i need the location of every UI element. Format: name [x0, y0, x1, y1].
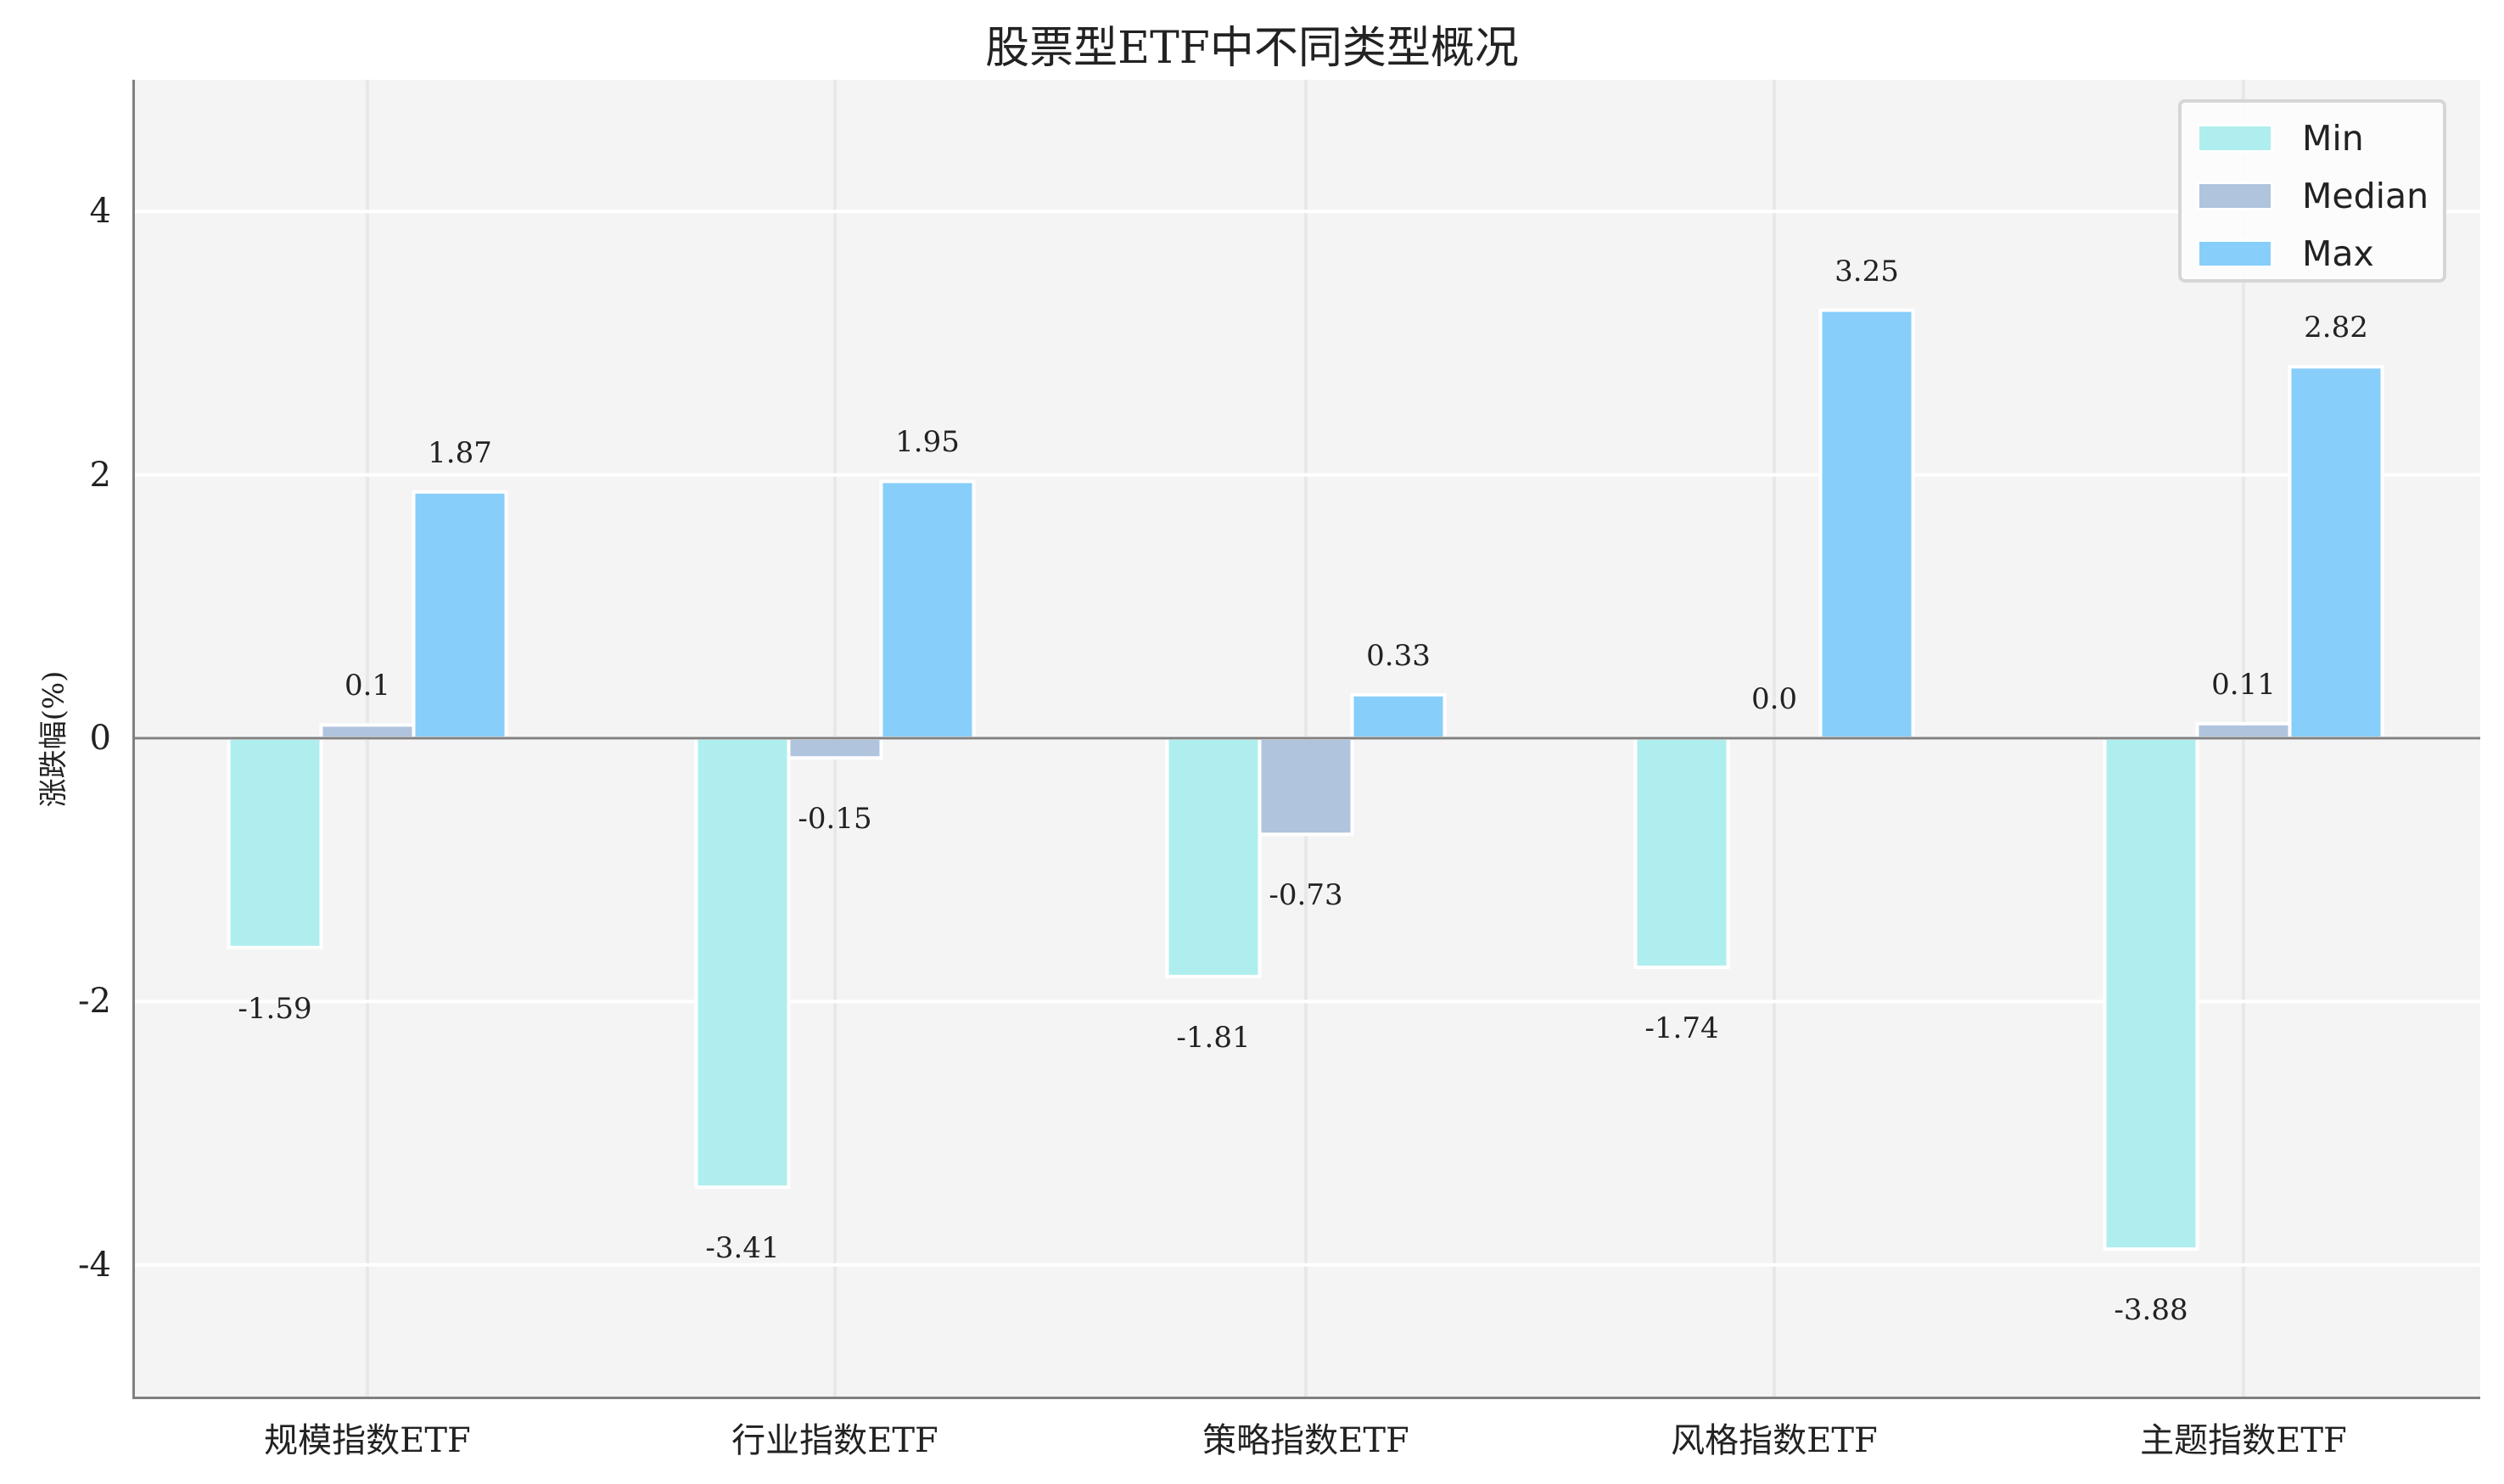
- legend-item-max: Max: [2197, 233, 2374, 274]
- bar-min: [1165, 736, 1262, 978]
- value-label: -3.41: [705, 1231, 780, 1266]
- y-tick-label: -4: [78, 1245, 111, 1285]
- legend-swatch-min: [2197, 124, 2273, 153]
- bar-median: [1258, 736, 1354, 837]
- legend-item-median: Median: [2197, 176, 2429, 216]
- value-label: 1.95: [895, 425, 960, 460]
- value-label: 0.33: [1366, 638, 1431, 673]
- bar-min: [694, 736, 791, 1190]
- bar-median: [2195, 721, 2292, 740]
- value-label: -3.88: [2114, 1293, 2188, 1328]
- legend-label-median: Median: [2302, 176, 2429, 216]
- value-label: -0.73: [1269, 878, 1343, 913]
- bar-min: [1633, 736, 1730, 970]
- y-tick-label: -2: [78, 982, 111, 1022]
- bar-median: [319, 723, 416, 740]
- value-label: 0.1: [344, 669, 391, 703]
- y-tick-label: 0: [89, 719, 111, 758]
- x-tick-label: 策略指数ETF: [1202, 1421, 1409, 1460]
- value-label: -0.15: [798, 802, 872, 837]
- bars-layer: [135, 80, 2480, 1397]
- y-tick-label: 2: [89, 455, 111, 495]
- value-label: 3.25: [1835, 254, 1899, 288]
- value-label: -1.81: [1176, 1020, 1251, 1055]
- bar-min: [2103, 736, 2199, 1252]
- x-tick-label: 行业指数ETF: [731, 1421, 938, 1460]
- bar-min: [227, 736, 323, 949]
- legend-label-min: Min: [2302, 118, 2364, 159]
- legend-label-max: Max: [2302, 233, 2374, 274]
- y-axis-label: 涨跌幅(%): [36, 670, 71, 808]
- plot-area: [132, 80, 2480, 1399]
- value-label: -1.59: [238, 991, 312, 1026]
- x-tick-label: 主题指数ETF: [2140, 1421, 2347, 1460]
- legend-item-min: Min: [2197, 118, 2364, 159]
- value-label: 2.82: [2304, 311, 2368, 345]
- legend: Min Median Max: [2178, 99, 2446, 283]
- bar-max: [412, 490, 508, 740]
- bar-median: [787, 736, 883, 760]
- bar-max: [1818, 308, 1915, 740]
- legend-swatch-median: [2197, 182, 2273, 210]
- chart-title: 股票型ETF中不同类型概况: [985, 23, 1519, 74]
- value-label: -1.74: [1644, 1011, 1719, 1046]
- legend-swatch-max: [2197, 239, 2273, 268]
- value-label: 0.11: [2211, 667, 2276, 702]
- value-label: 1.87: [428, 435, 492, 470]
- x-tick-label: 规模指数ETF: [264, 1421, 471, 1460]
- value-label: 0.0: [1751, 682, 1798, 716]
- y-tick-label: 4: [89, 192, 111, 232]
- x-tick-label: 风格指数ETF: [1671, 1421, 1878, 1460]
- bar-max: [879, 479, 976, 740]
- bar-max: [1350, 692, 1447, 740]
- bar-max: [2288, 365, 2384, 740]
